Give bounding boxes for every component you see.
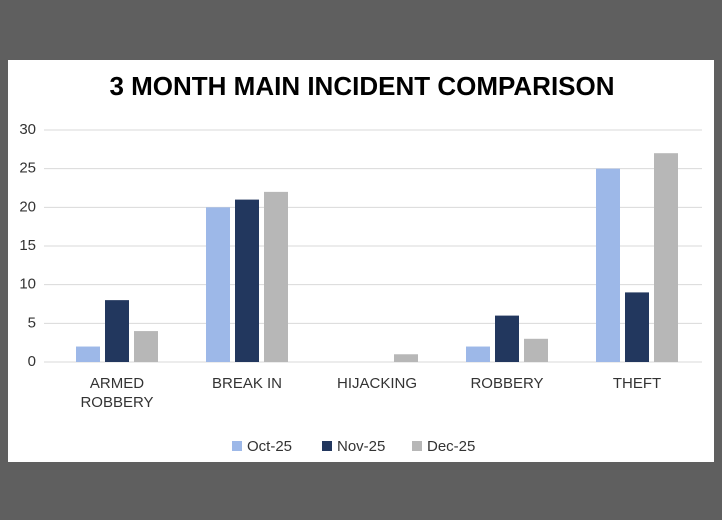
y-tick-label: 30: [19, 121, 36, 138]
chart-title: 3 MONTH MAIN INCIDENT COMPARISON: [109, 71, 614, 101]
bar: [105, 300, 129, 362]
bar: [235, 199, 259, 362]
bar: [206, 207, 230, 362]
legend-swatch: [232, 441, 242, 451]
bar: [264, 191, 288, 362]
y-tick-label: 0: [28, 353, 36, 370]
legend-swatch: [412, 441, 422, 451]
x-tick-label: THEFT: [612, 375, 662, 392]
legend-swatch: [322, 441, 332, 451]
bar: [596, 168, 620, 362]
y-tick-label: 20: [19, 198, 36, 215]
legend-label: Nov-25: [337, 438, 385, 455]
y-tick-label: 10: [19, 276, 36, 293]
legend-label: Oct-25: [247, 438, 292, 455]
y-tick-label: 15: [19, 237, 36, 254]
legend-label: Dec-25: [427, 438, 475, 455]
bar: [134, 331, 158, 362]
x-tick-label: ROBBERY: [470, 375, 544, 392]
bar: [625, 292, 649, 362]
y-tick-label: 5: [28, 314, 36, 331]
bar: [394, 354, 418, 362]
x-tick-label: ARMED ROBBERY: [80, 375, 154, 411]
bar: [524, 338, 548, 362]
bar: [76, 346, 100, 362]
x-tick-label: HIJACKING: [336, 375, 417, 392]
y-tick-label: 25: [19, 160, 36, 177]
x-tick-label: BREAK IN: [211, 375, 283, 392]
bar: [495, 315, 519, 362]
bar: [466, 346, 490, 362]
bar: [654, 153, 678, 362]
